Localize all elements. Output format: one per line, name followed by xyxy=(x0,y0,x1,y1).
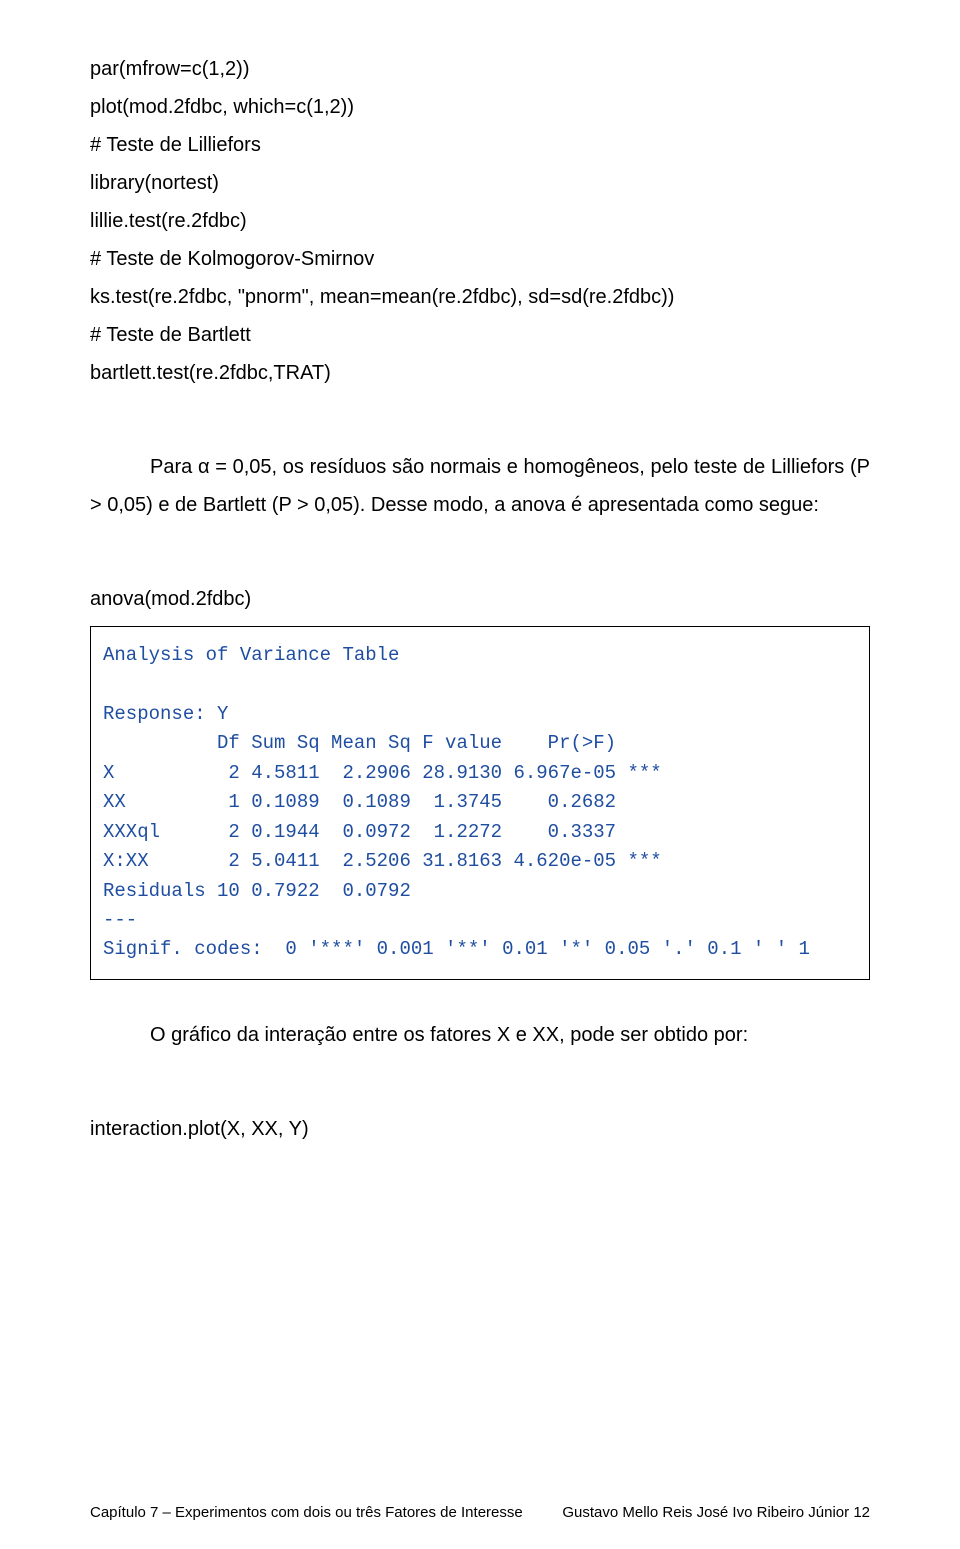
code-line-4: library(nortest) xyxy=(90,164,870,202)
anova-call: anova(mod.2fdbc) xyxy=(90,580,870,618)
anova-output-box: Analysis of Variance Table Response: Y D… xyxy=(90,626,870,980)
paragraph-2: O gráfico da interação entre os fatores … xyxy=(90,1016,870,1054)
comment-ks: # Teste de Kolmogorov-Smirnov xyxy=(90,240,870,278)
page-footer: Capítulo 7 – Experimentos com dois ou tr… xyxy=(90,1504,870,1521)
code-line-9: bartlett.test(re.2fdbc,TRAT) xyxy=(90,354,870,392)
code-line-1: par(mfrow=c(1,2)) xyxy=(90,50,870,88)
paragraph-1: Para α = 0,05, os resíduos são normais e… xyxy=(90,448,870,524)
code-line-5: lillie.test(re.2fdbc) xyxy=(90,202,870,240)
spacer xyxy=(90,1054,870,1110)
comment-lilliefors: # Teste de Lilliefors xyxy=(90,126,870,164)
comment-bartlett: # Teste de Bartlett xyxy=(90,316,870,354)
code-line-7: ks.test(re.2fdbc, "pnorm", mean=mean(re.… xyxy=(90,278,870,316)
footer-right: Gustavo Mello Reis José Ivo Ribeiro Júni… xyxy=(562,1504,870,1521)
code-line-2: plot(mod.2fdbc, which=c(1,2)) xyxy=(90,88,870,126)
spacer xyxy=(90,980,870,1016)
spacer xyxy=(90,524,870,580)
page: par(mfrow=c(1,2)) plot(mod.2fdbc, which=… xyxy=(0,0,960,1549)
spacer xyxy=(90,392,870,448)
interaction-call: interaction.plot(X, XX, Y) xyxy=(90,1110,870,1148)
footer-left: Capítulo 7 – Experimentos com dois ou tr… xyxy=(90,1504,523,1521)
